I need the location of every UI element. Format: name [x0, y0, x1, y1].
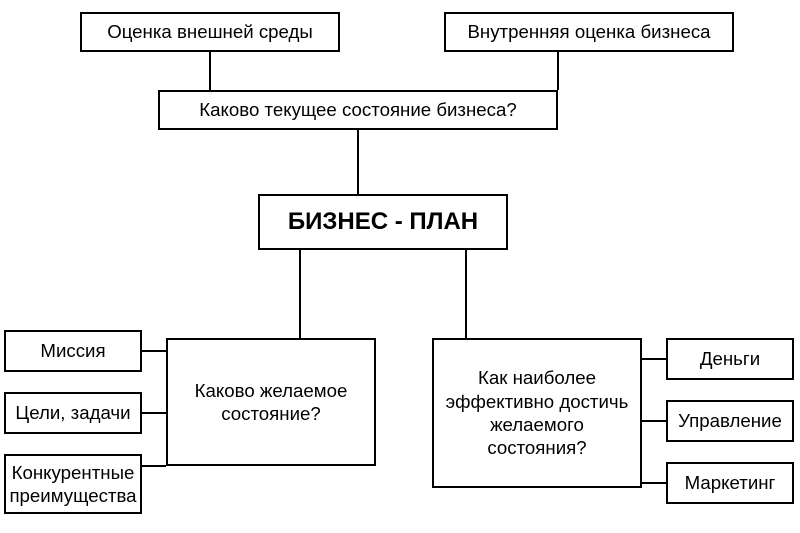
node-goals: Цели, задачи [4, 392, 142, 434]
node-label: Как наиболее эффективно достичь желаемог… [440, 366, 634, 459]
node-int-biz: Внутренняя оценка бизнеса [444, 12, 734, 52]
node-mission: Миссия [4, 330, 142, 372]
node-current: Каково текущее состояние бизнеса? [158, 90, 558, 130]
node-desired: Каково желаемое состояние? [166, 338, 376, 466]
node-ext-env: Оценка внешней среды [80, 12, 340, 52]
diagram-canvas: Оценка внешней среды Внутренняя оценка б… [0, 0, 800, 533]
node-label: Маркетинг [685, 471, 776, 494]
node-label: Каково желаемое состояние? [174, 379, 368, 426]
node-label: Каково текущее состояние бизнеса? [199, 98, 517, 121]
node-label: Внутренняя оценка бизнеса [467, 20, 710, 43]
node-label: Цели, задачи [15, 401, 130, 424]
node-compadv: Конкурентные преимущества [4, 454, 142, 514]
node-label: Миссия [40, 339, 105, 362]
node-bizplan: БИЗНЕС - ПЛАН [258, 194, 508, 250]
node-money: Деньги [666, 338, 794, 380]
node-label: БИЗНЕС - ПЛАН [288, 207, 478, 237]
node-howto: Как наиболее эффективно достичь желаемог… [432, 338, 642, 488]
node-label: Деньги [700, 347, 760, 370]
node-label: Конкурентные преимущества [9, 461, 136, 508]
node-label: Оценка внешней среды [107, 20, 313, 43]
node-marketing: Маркетинг [666, 462, 794, 504]
node-label: Управление [678, 409, 782, 432]
node-mgmt: Управление [666, 400, 794, 442]
